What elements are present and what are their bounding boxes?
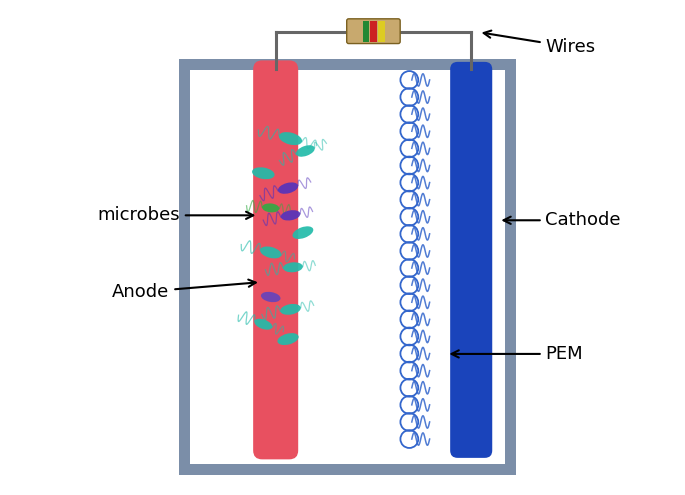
Ellipse shape: [254, 319, 272, 330]
Ellipse shape: [278, 182, 298, 194]
Bar: [378, 21, 385, 42]
FancyBboxPatch shape: [347, 19, 400, 44]
Text: Wires: Wires: [484, 31, 595, 56]
Ellipse shape: [281, 210, 300, 220]
Ellipse shape: [260, 247, 282, 258]
Text: Anode: Anode: [112, 280, 256, 301]
Ellipse shape: [279, 132, 302, 145]
FancyBboxPatch shape: [253, 60, 298, 459]
Ellipse shape: [283, 262, 303, 272]
Text: Cathode: Cathode: [503, 211, 621, 229]
FancyBboxPatch shape: [450, 62, 493, 458]
Bar: [371, 21, 377, 42]
Text: microbes: microbes: [97, 206, 253, 224]
Bar: [190, 70, 505, 464]
Ellipse shape: [280, 304, 301, 315]
Text: PEM: PEM: [451, 345, 583, 363]
Ellipse shape: [252, 167, 275, 179]
Ellipse shape: [296, 145, 315, 157]
Ellipse shape: [292, 226, 313, 239]
Ellipse shape: [262, 203, 279, 212]
Bar: [362, 21, 369, 42]
Bar: [179, 59, 516, 475]
Ellipse shape: [277, 333, 299, 345]
Ellipse shape: [261, 292, 281, 302]
